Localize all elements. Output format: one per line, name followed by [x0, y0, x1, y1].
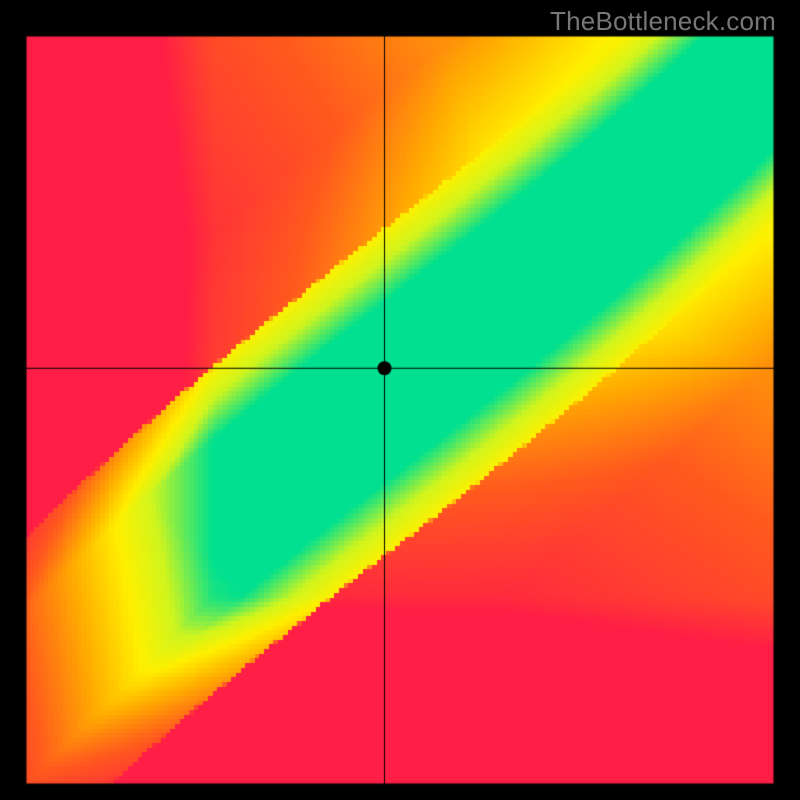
heatmap-canvas — [25, 35, 775, 785]
watermark-text: TheBottleneck.com — [550, 6, 776, 37]
plot-area — [25, 35, 775, 785]
chart-container: TheBottleneck.com — [0, 0, 800, 800]
